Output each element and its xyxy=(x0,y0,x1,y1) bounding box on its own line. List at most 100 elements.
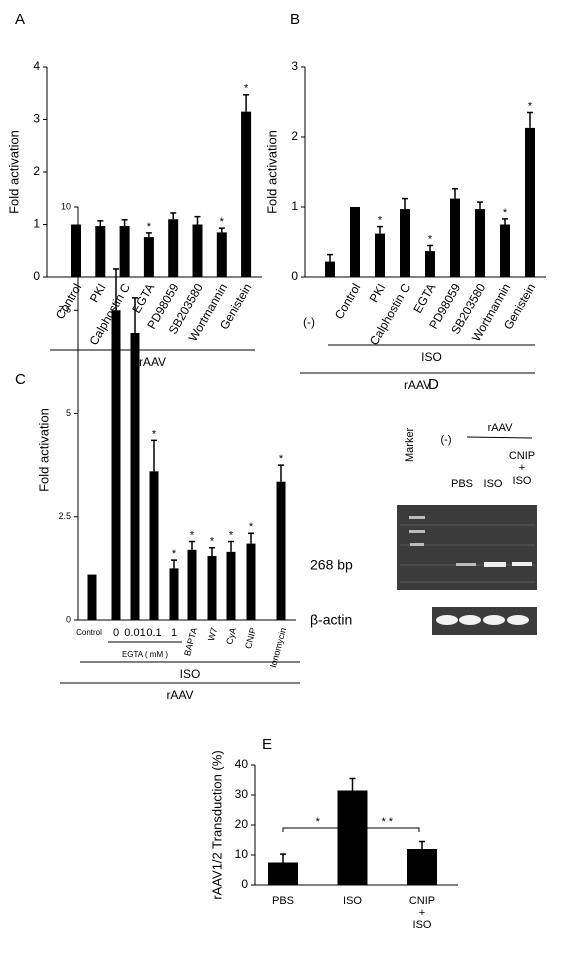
panel-label: C xyxy=(15,371,26,388)
y-tick-label: 2 xyxy=(33,164,40,178)
gel-image xyxy=(397,505,537,590)
x-tick-label: Control xyxy=(53,281,84,322)
bar xyxy=(276,481,286,620)
group-label: rAAV xyxy=(404,378,431,392)
y-tick-label: 30 xyxy=(235,787,249,801)
y-tick-label: 3 xyxy=(291,59,298,73)
bar xyxy=(246,543,256,620)
panel-label: B xyxy=(290,11,300,28)
group-label: rAAV xyxy=(139,355,166,369)
x-tick-label: CNIP + ISO xyxy=(409,895,435,931)
x-tick-label: 0 xyxy=(113,627,119,639)
gel-cnip: CNIP xyxy=(509,450,535,462)
bar xyxy=(226,551,236,620)
bar xyxy=(425,251,435,277)
x-tick-label: 0.1 xyxy=(146,627,161,639)
bar xyxy=(95,226,106,277)
y-tick-label: 5 xyxy=(66,408,71,418)
bar xyxy=(207,555,217,620)
bar xyxy=(71,224,81,277)
x-tick-label: PKI xyxy=(367,281,389,305)
y-tick-label: 4 xyxy=(33,59,40,73)
bar xyxy=(241,111,252,277)
group-label: (-) xyxy=(303,315,315,329)
significance: * xyxy=(172,548,177,560)
group-label: rAAV xyxy=(166,688,193,702)
panel-label: E xyxy=(262,736,272,753)
gel-group: rAAV xyxy=(488,422,514,434)
x-tick-label: Control xyxy=(332,281,363,322)
bar xyxy=(130,332,140,620)
x-tick-label: PKI xyxy=(87,281,109,305)
bracket xyxy=(352,827,420,832)
significance: * xyxy=(190,529,195,541)
significance: * xyxy=(210,536,215,548)
bar xyxy=(350,207,360,277)
actin-bands xyxy=(436,615,529,625)
y-tick-label: 2 xyxy=(291,129,298,143)
y-tick-label: 0 xyxy=(291,269,298,283)
y-tick-label: 10 xyxy=(235,847,249,861)
bar xyxy=(192,224,203,277)
significance: * xyxy=(503,207,508,219)
y-tick-label: 20 xyxy=(235,817,249,831)
significance: * xyxy=(244,83,249,95)
y-tick-label: 1 xyxy=(291,199,298,213)
gel-control-label: β-actin xyxy=(310,612,352,628)
group-label: EGTA ( mM ) xyxy=(122,650,168,659)
bar xyxy=(268,862,298,885)
bar xyxy=(111,310,121,620)
y-tick-label: 3 xyxy=(33,112,40,126)
y-axis-label: Fold activation xyxy=(264,130,279,214)
gel-band-label: 268 bp xyxy=(310,557,353,573)
bar xyxy=(500,224,510,277)
significance: * xyxy=(279,453,284,465)
bar xyxy=(337,790,368,885)
gel-bands xyxy=(409,516,532,567)
y-tick-label: 0 xyxy=(33,269,40,283)
gel-lane: ISO xyxy=(484,478,503,490)
y-axis-label: rAAV1/2 Transduction (%) xyxy=(209,750,224,899)
bar xyxy=(475,209,485,277)
y-tick-label: 10 xyxy=(61,201,71,211)
significance: * xyxy=(147,221,152,233)
bar xyxy=(168,219,179,277)
bar xyxy=(400,209,410,277)
significance: * * xyxy=(381,816,393,828)
bar xyxy=(143,237,154,277)
gel-cnip: + xyxy=(519,462,525,474)
significance: * xyxy=(152,428,157,440)
bar xyxy=(375,233,385,277)
bar xyxy=(87,574,97,620)
significance: * xyxy=(378,215,383,227)
x-tick-label: 1 xyxy=(171,627,177,639)
x-tick-label: PBS xyxy=(272,895,294,907)
bar xyxy=(325,261,335,277)
x-tick-label: CNIP xyxy=(243,627,258,650)
gel-marker: Marker xyxy=(404,427,416,462)
x-tick-label: ISO xyxy=(343,895,362,907)
significance: * xyxy=(249,521,254,533)
bar xyxy=(187,549,197,620)
panel-label: D xyxy=(428,376,439,393)
y-axis-label: Fold activation xyxy=(36,408,51,492)
significance: * xyxy=(316,816,321,828)
gel-rule xyxy=(466,436,533,439)
significance: * xyxy=(220,216,225,228)
bar xyxy=(149,471,159,620)
y-tick-label: 0 xyxy=(241,877,248,891)
y-tick-label: 0 xyxy=(66,614,71,624)
panel-label: A xyxy=(15,11,25,28)
y-tick-label: 1 xyxy=(33,217,40,231)
x-tick-label: W7 xyxy=(206,627,219,643)
bracket xyxy=(282,827,350,832)
gel-lane: PBS xyxy=(451,478,473,490)
gel-cnip: ISO xyxy=(513,475,532,487)
bar xyxy=(407,849,437,885)
y-tick-label: 7.5 xyxy=(58,305,71,315)
significance: * xyxy=(229,529,234,541)
bar xyxy=(119,226,130,277)
group-label: ISO xyxy=(180,667,201,681)
x-tick-label: CyA xyxy=(224,627,238,646)
